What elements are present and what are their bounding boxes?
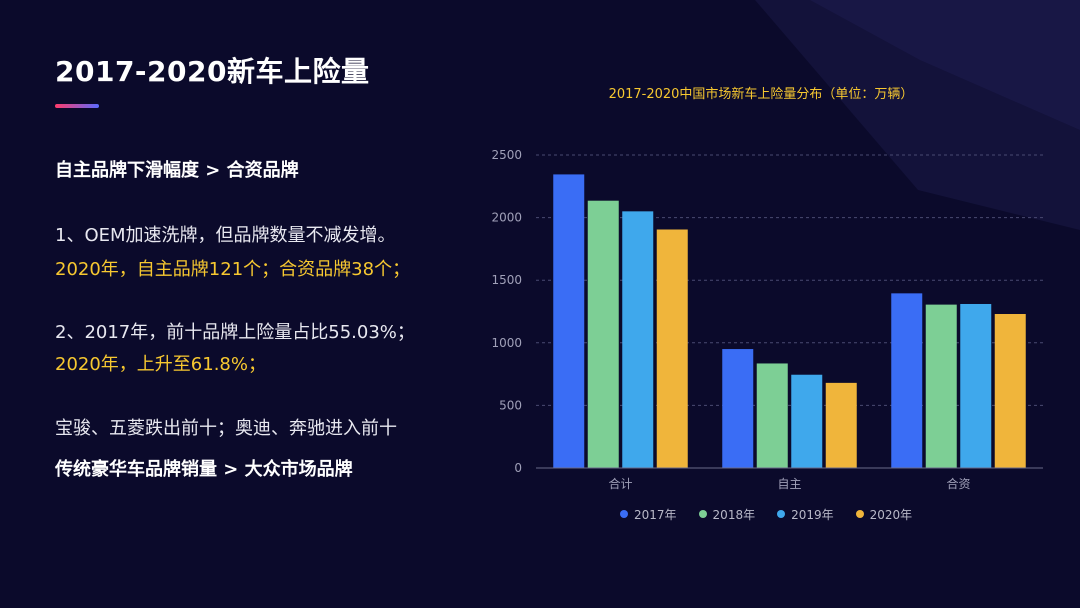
legend-label: 2017年 — [634, 507, 677, 522]
x-tick-label: 自主 — [777, 477, 801, 491]
point-1-line-2: 2020年，自主品牌121个；合资品牌38个； — [55, 259, 411, 280]
bar — [994, 314, 1026, 468]
y-tick-label: 2500 — [491, 148, 522, 162]
chart-title: 2017-2020中国市场新车上险量分布（单位：万辆） — [608, 87, 914, 102]
legend-label: 2020年 — [869, 507, 913, 522]
legend-dot-icon — [698, 510, 707, 518]
legend-label: 2018年 — [712, 507, 756, 522]
bar — [925, 304, 957, 468]
title-underline — [55, 104, 99, 108]
y-tick-label: 2000 — [491, 211, 522, 225]
bar — [722, 349, 754, 468]
x-tick-label: 合资 — [946, 476, 970, 491]
bar — [553, 174, 585, 468]
legend-item[interactable]: 2018年 — [698, 506, 756, 523]
point-2-line-2: 2020年，上升至61.8%； — [55, 354, 266, 375]
point-1-line-1: 1、OEM加速洗牌，但品牌数量不减发增。 — [55, 225, 396, 246]
bar — [960, 303, 992, 468]
bar — [791, 374, 823, 468]
chart-legend: 2017年 2018年 2019年 2020年 — [620, 505, 934, 523]
bar — [891, 293, 923, 468]
legend-item[interactable]: 2019年 — [777, 506, 834, 523]
legend-dot-icon — [777, 510, 786, 518]
subheading: 自主品牌下滑幅度 > 合资品牌 — [55, 160, 299, 181]
legend-dot-icon — [855, 510, 864, 518]
bar — [656, 229, 688, 468]
note-line: 宝骏、五菱跌出前十；奥迪、奔驰进入前十 — [55, 418, 397, 439]
conclusion: 传统豪华车品牌销量 > 大众市场品牌 — [55, 459, 353, 480]
y-tick-label: 1500 — [491, 273, 522, 287]
bar — [825, 382, 857, 468]
point-2-line-1: 2、2017年，前十品牌上险量占比55.03%； — [55, 322, 415, 343]
legend-item[interactable]: 2020年 — [855, 506, 913, 523]
bar — [756, 363, 788, 468]
bar — [622, 211, 654, 468]
y-tick-label: 1000 — [491, 336, 522, 350]
y-tick-label: 500 — [499, 398, 522, 412]
bar — [587, 200, 619, 468]
legend-item[interactable]: 2017年 — [620, 506, 677, 523]
y-tick-label: 0 — [514, 461, 522, 475]
page-title: 2017-2020新车上险量 — [55, 55, 370, 88]
x-tick-label: 合计 — [608, 476, 632, 491]
legend-label: 2019年 — [791, 507, 834, 522]
legend-dot-icon — [620, 510, 628, 518]
